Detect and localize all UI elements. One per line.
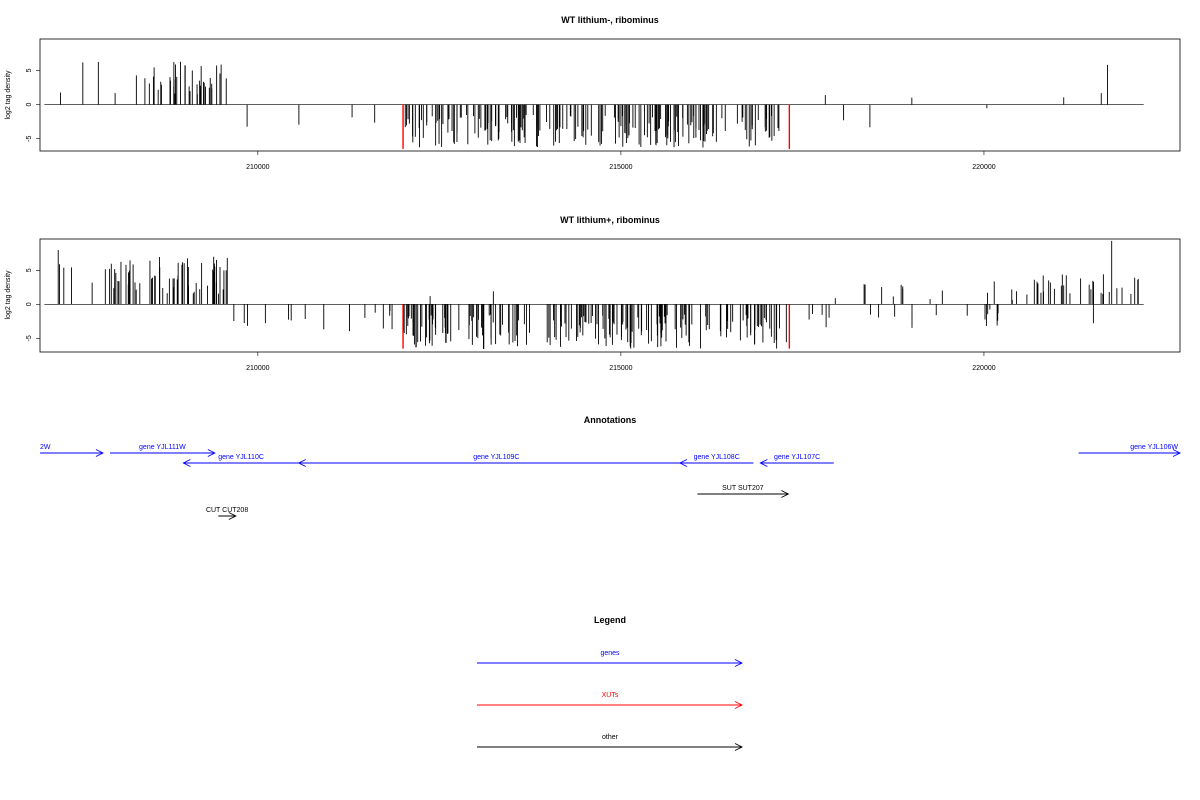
bar-series-bottom [44, 240, 1144, 349]
legend: Legend genes XUTs other [477, 615, 744, 751]
annotation-features: 2W gene YJL111W gene YJL110C gene YJL109C ge… [40, 444, 1182, 520]
annotation-feature: gene YJL110C [182, 454, 299, 467]
arrow-head [734, 659, 744, 667]
x-tick-label: 220000 [972, 365, 995, 372]
y-axis-label-top: log2 tag density [5, 70, 12, 120]
annotations-title: Annotations [584, 415, 637, 425]
y-tick-label: -5 [26, 135, 33, 141]
arrow-head [228, 512, 237, 520]
feature-label: gene YJL106W [1130, 444, 1178, 451]
legend-label: XUTs [602, 692, 619, 699]
legend-label: other [602, 734, 619, 741]
legend-title: Legend [594, 615, 626, 625]
axes-top: 210000 215000 220000 -5 0 5 [26, 68, 996, 171]
feature-label: gene YJL108C [694, 454, 740, 461]
feature-label: gene YJL111W [139, 444, 186, 451]
arrow-head [734, 743, 744, 751]
annotation-feature: 2W [40, 444, 104, 457]
arrow-head [95, 449, 104, 457]
feature-label: SUT SUT207 [722, 485, 764, 492]
x-tick-label: 210000 [246, 365, 269, 372]
x-tick-label: 215000 [609, 365, 632, 372]
y-tick-label: 0 [26, 302, 33, 306]
x-tick-label: 220000 [972, 164, 995, 171]
feature-label: CUT CUT208 [206, 507, 248, 514]
panel-title-bottom: WT lithium+, ribominus [560, 215, 660, 225]
density-panel-bottom: WT lithium+, ribominus log2 tag density … [5, 215, 1181, 372]
y-tick-label: 0 [26, 103, 33, 107]
annotations-panel: Annotations 2W gene YJL111W gene YJL110C ge… [40, 415, 1182, 520]
feature-label: gene YJL109C [473, 454, 519, 461]
annotation-feature: gene YJL106W [1078, 444, 1182, 457]
arrow-head [759, 459, 768, 467]
y-tick-label: -5 [26, 335, 33, 341]
legend-item-xut: XUTs [477, 692, 744, 709]
axes-bottom: 210000 215000 220000 -5 0 5 [26, 268, 996, 372]
annotation-feature: gene YJL109C [297, 454, 694, 467]
arrow-head [781, 490, 790, 498]
arrow-head [182, 459, 191, 467]
feature-label: 2W [40, 444, 51, 451]
plot-frame-bottom [39, 238, 1181, 353]
arrow-head [207, 449, 216, 457]
bar-series-top [44, 61, 1144, 149]
legend-item-gene: genes [477, 650, 744, 667]
annotation-feature: gene YJL111W [109, 444, 216, 457]
panel-title-top: WT lithium-, ribominus [561, 15, 659, 25]
legend-item-other: other [477, 734, 744, 751]
annotation-feature: CUT CUT208 [206, 507, 248, 520]
legend-items: genes XUTs other [477, 650, 744, 751]
y-tick-label: 5 [26, 268, 33, 272]
arrow-head [734, 701, 744, 709]
legend-label: genes [600, 650, 620, 657]
plot-frame-top [39, 38, 1181, 152]
y-axis-label-bottom: log2 tag density [5, 270, 12, 320]
feature-label: gene YJL110C [218, 454, 264, 461]
annotation-feature: gene YJL108C [678, 454, 754, 467]
density-panel-top: WT lithium-, ribominus log2 tag density … [5, 15, 1181, 171]
x-tick-label: 210000 [246, 164, 269, 171]
feature-label: gene YJL107C [774, 454, 820, 461]
arrow-head [297, 459, 306, 467]
x-tick-label: 215000 [609, 164, 632, 171]
arrow-head [678, 459, 688, 467]
annotation-feature: SUT SUT207 [697, 485, 790, 498]
annotation-feature: gene YJL107C [759, 454, 834, 467]
arrow-head [1172, 449, 1182, 457]
y-tick-label: 5 [26, 68, 33, 72]
